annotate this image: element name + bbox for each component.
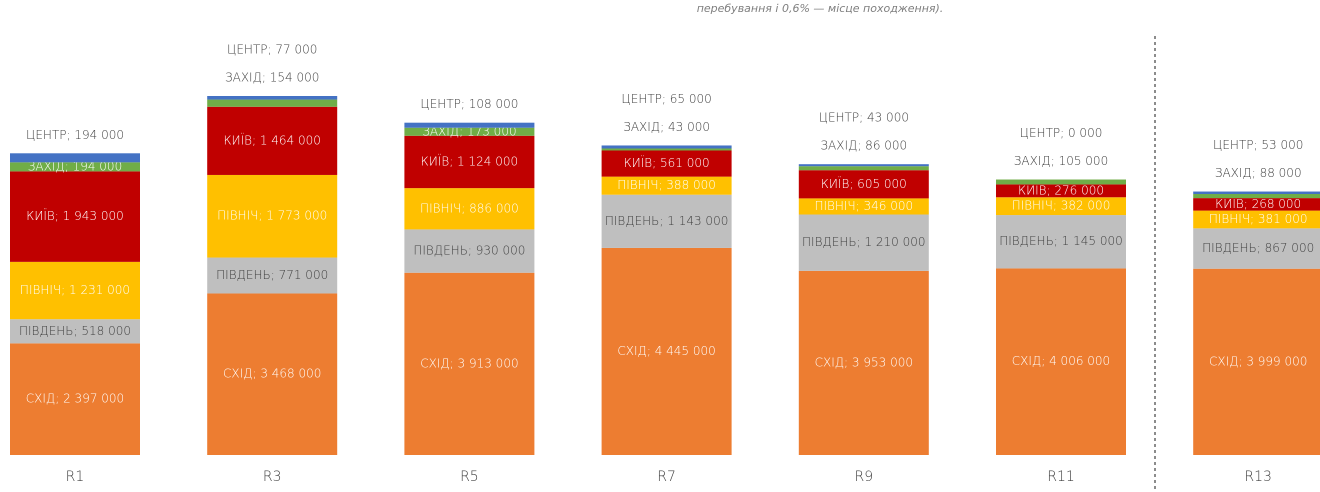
data-label: ЗАХІД; 86 000 — [820, 139, 907, 153]
data-label: ЗАХІД; 173 000 — [422, 124, 516, 138]
bar-segment — [404, 188, 535, 230]
data-label: СХІД; 4 445 000 — [617, 344, 715, 358]
bar-segment — [798, 270, 929, 455]
note: перебування і 0,6% — місце походження). — [697, 2, 944, 15]
data-label: СХІД; 4 006 000 — [1012, 354, 1110, 368]
data-label: ЗАХІД; 43 000 — [623, 120, 710, 134]
data-label: КИЇВ; 605 000 — [821, 176, 907, 191]
data-label: ЦЕНТР; 0 000 — [1020, 126, 1103, 140]
bar-segment — [207, 257, 338, 294]
bar-segment — [601, 247, 732, 455]
x-tick-label: R1 — [66, 469, 85, 485]
bar-segment — [996, 197, 1126, 216]
data-label: СХІД; 3 468 000 — [223, 367, 321, 381]
bar-segment — [10, 319, 140, 344]
x-tick-label: R9 — [854, 469, 873, 485]
data-label: ПІВНІЧ; 1 773 000 — [217, 209, 327, 223]
data-label: ЗАХІД; 88 000 — [1215, 166, 1302, 180]
data-label: СХІД; 3 953 000 — [815, 355, 913, 369]
x-tick-label: R13 — [1244, 469, 1272, 485]
data-label: ПІВНІЧ; 381 000 — [1209, 212, 1308, 226]
bar-segment — [798, 198, 929, 215]
bar-segment — [996, 179, 1126, 185]
bar-segment — [207, 106, 338, 175]
bar-segment — [404, 122, 535, 128]
bar-segment — [601, 145, 732, 149]
bar-segment — [10, 171, 140, 262]
bar-segment — [798, 166, 929, 171]
data-label: ПІВДЕНЬ; 771 000 — [216, 268, 328, 282]
data-label: ЦЕНТР; 53 000 — [1213, 138, 1303, 152]
data-label: КИЇВ; 561 000 — [624, 155, 710, 170]
x-tick-label: R5 — [460, 469, 479, 485]
bar-segment — [10, 162, 140, 172]
bar-segment — [207, 99, 338, 107]
bar-segment — [996, 215, 1126, 269]
data-label: ПІВДЕНЬ; 1 145 000 — [999, 234, 1123, 248]
data-label: КИЇВ; 268 000 — [1215, 196, 1301, 211]
data-label: СХІД; 3 913 000 — [420, 356, 518, 370]
data-label: ПІВДЕНЬ; 1 143 000 — [605, 214, 729, 228]
bar-segment — [404, 272, 535, 455]
data-label: ЦЕНТР; 43 000 — [819, 111, 909, 125]
data-label: ЦЕНТР; 108 000 — [420, 97, 518, 111]
data-label: ПІВДЕНЬ; 930 000 — [413, 244, 525, 258]
bar-segment — [798, 214, 929, 271]
bar-segment — [601, 176, 732, 195]
x-tick-label: R11 — [1047, 469, 1075, 485]
bar-segment — [1193, 210, 1320, 229]
data-label: ПІВНІЧ; 388 000 — [617, 178, 716, 192]
data-label: КИЇВ; 1 943 000 — [26, 208, 123, 223]
data-label: КИЇВ; 276 000 — [1018, 182, 1104, 197]
bar-segment — [10, 153, 140, 163]
data-label: ЦЕНТР; 65 000 — [621, 92, 711, 106]
data-label: ПІВНІЧ; 382 000 — [1012, 199, 1111, 213]
data-label: КИЇВ; 1 464 000 — [223, 132, 320, 147]
data-label: ПІВНІЧ; 1 231 000 — [20, 283, 130, 297]
bar-segment — [601, 194, 732, 248]
bar-segment — [404, 135, 535, 189]
data-label: ПІВНІЧ; 346 000 — [814, 199, 913, 213]
bar-segment — [1193, 191, 1320, 195]
data-label: ПІВДЕНЬ; 867 000 — [1202, 241, 1314, 255]
data-label: ПІВДЕНЬ; 518 000 — [19, 324, 131, 338]
data-label: ПІВДЕНЬ; 1 210 000 — [802, 235, 926, 249]
bar-segment — [207, 96, 338, 100]
bar-segment — [798, 164, 929, 167]
bar-segment — [798, 170, 929, 199]
data-label: ЗАХІД; 105 000 — [1014, 154, 1108, 168]
bar-segment — [1193, 194, 1320, 199]
bar-segment — [1193, 228, 1320, 269]
x-tick-label: R7 — [657, 469, 676, 485]
data-label: ПІВНІЧ; 886 000 — [420, 201, 519, 215]
bar-segment — [404, 229, 535, 273]
bar-segment — [601, 148, 732, 151]
data-label: ЗАХІД; 194 000 — [28, 159, 122, 173]
bar-segment — [1193, 198, 1320, 211]
bar-segment — [601, 150, 732, 177]
bar-segment — [10, 261, 140, 320]
bar-segment — [207, 293, 338, 455]
data-label: СХІД; 2 397 000 — [26, 392, 124, 406]
bar-segment — [1193, 268, 1320, 455]
data-label: ЦЕНТР; 77 000 — [227, 43, 317, 57]
data-label: ЦЕНТР; 194 000 — [26, 128, 124, 142]
x-tick-label: R3 — [263, 469, 282, 485]
bar-segment — [996, 184, 1126, 198]
bar-segment — [10, 343, 140, 455]
data-label: СХІД; 3 999 000 — [1209, 354, 1307, 368]
data-label: КИЇВ; 1 124 000 — [421, 153, 518, 168]
bar-segment — [404, 127, 535, 136]
bar-segment — [996, 268, 1126, 455]
data-label: ЗАХІД; 154 000 — [225, 71, 319, 85]
bar-segment — [207, 174, 338, 258]
